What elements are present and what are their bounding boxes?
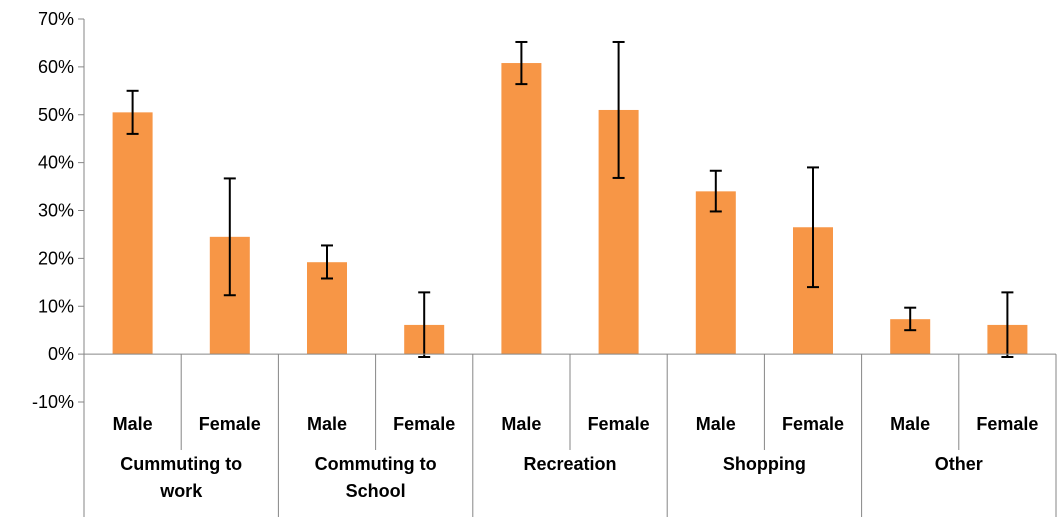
y-tick-label: 60% [38, 57, 74, 77]
bar [501, 63, 542, 355]
y-tick-label: 10% [38, 296, 74, 316]
x-subcategory-label: Male [501, 414, 541, 434]
error-bar [515, 40, 528, 86]
x-subcategory-label: Female [588, 414, 650, 434]
x-subcategory-label: Male [307, 414, 347, 434]
error-bar [418, 291, 431, 358]
error-bar [223, 177, 236, 297]
y-tick-label: 0% [48, 344, 74, 364]
error-bar [1001, 291, 1014, 358]
y-tick-label: -10% [32, 392, 74, 412]
x-group-label: Recreation [523, 454, 616, 474]
y-tick-label: 40% [38, 153, 74, 173]
error-bar [321, 244, 333, 280]
x-group-label: work [159, 481, 203, 501]
x-subcategory-label: Female [976, 414, 1038, 434]
error-bars [126, 40, 1014, 358]
bar [112, 112, 153, 355]
x-subcategory-label: Female [199, 414, 261, 434]
y-tick-label: 50% [38, 105, 74, 125]
x-group-label: Cummuting to [120, 454, 242, 474]
y-tick-label: 20% [38, 248, 74, 268]
error-bar [126, 89, 139, 135]
error-bar [807, 166, 819, 289]
y-axis: -10% 0% 10% 20% 30% 40% 50% 60% 70% [32, 9, 85, 412]
x-subcategory-label: Female [782, 414, 844, 434]
x-group-label: Shopping [723, 454, 806, 474]
bar [695, 191, 736, 355]
x-group-label: Other [935, 454, 983, 474]
x-subcategory-label: Female [393, 414, 455, 434]
x-group-label: Commuting to [315, 454, 437, 474]
bars [112, 63, 1028, 355]
x-subcategory-label: Male [890, 414, 930, 434]
error-bar [612, 40, 625, 179]
y-tick-label: 30% [38, 201, 74, 221]
error-bar [709, 169, 722, 213]
x-group-label: School [346, 481, 406, 501]
x-axis: Male Female Male Female Male Female Male Female… [83, 353, 1057, 517]
error-bar [904, 306, 917, 332]
y-tick-label: 70% [38, 9, 74, 29]
x-subcategory-label: Male [113, 414, 153, 434]
x-subcategory-label: Male [696, 414, 736, 434]
